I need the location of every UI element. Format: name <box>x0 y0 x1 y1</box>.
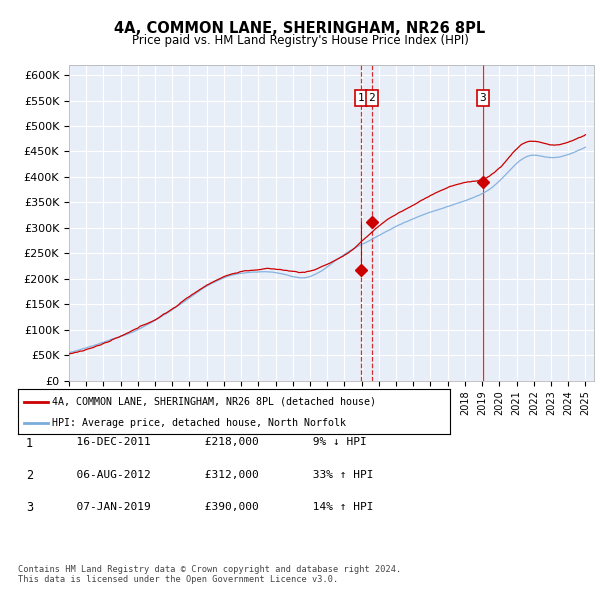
Text: 06-AUG-2012        £312,000        33% ↑ HPI: 06-AUG-2012 £312,000 33% ↑ HPI <box>63 470 373 480</box>
Text: 2: 2 <box>26 469 33 482</box>
Text: 4A, COMMON LANE, SHERINGHAM, NR26 8PL: 4A, COMMON LANE, SHERINGHAM, NR26 8PL <box>115 21 485 35</box>
Text: 16-DEC-2011        £218,000        9% ↓ HPI: 16-DEC-2011 £218,000 9% ↓ HPI <box>63 438 367 447</box>
Text: Price paid vs. HM Land Registry's House Price Index (HPI): Price paid vs. HM Land Registry's House … <box>131 34 469 47</box>
Text: 4A, COMMON LANE, SHERINGHAM, NR26 8PL (detached house): 4A, COMMON LANE, SHERINGHAM, NR26 8PL (d… <box>52 397 376 407</box>
Text: 07-JAN-2019        £390,000        14% ↑ HPI: 07-JAN-2019 £390,000 14% ↑ HPI <box>63 503 373 512</box>
Text: 1: 1 <box>26 437 33 450</box>
Text: 1: 1 <box>358 93 364 103</box>
Text: 2: 2 <box>368 93 375 103</box>
Text: 3: 3 <box>26 502 33 514</box>
Text: HPI: Average price, detached house, North Norfolk: HPI: Average price, detached house, Nort… <box>52 418 346 428</box>
Text: 3: 3 <box>479 93 486 103</box>
Text: Contains HM Land Registry data © Crown copyright and database right 2024.
This d: Contains HM Land Registry data © Crown c… <box>18 565 401 584</box>
